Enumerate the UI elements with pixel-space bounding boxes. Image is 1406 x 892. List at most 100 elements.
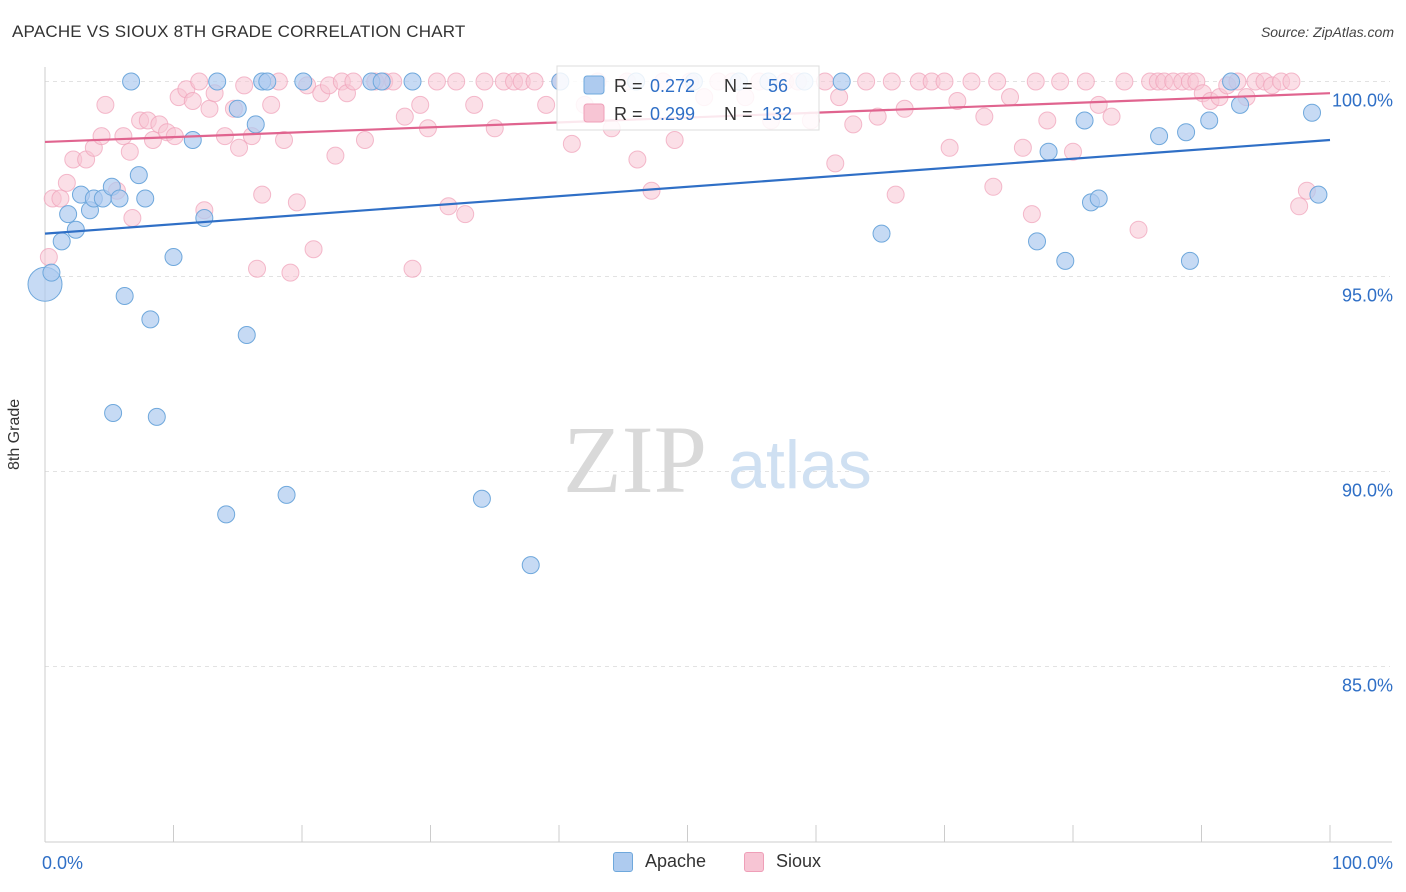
apache-point (1231, 95, 1250, 114)
y-tick-label: 90.0% (1342, 481, 1393, 501)
apache-point (1028, 232, 1047, 251)
sioux-point (326, 146, 345, 165)
sioux-point (537, 95, 556, 114)
sioux-point (344, 72, 363, 91)
legend-swatch-sioux (744, 851, 764, 872)
sioux-point (1129, 220, 1148, 239)
legend-label-apache: Apache (645, 851, 707, 871)
sioux-point (190, 72, 209, 91)
sioux-point (262, 95, 281, 114)
sioux-point (857, 72, 876, 91)
apache-point (294, 72, 313, 91)
sioux-point (1102, 107, 1121, 126)
apache-point (183, 131, 202, 149)
sioux-point (403, 259, 422, 278)
legend: Apache Sioux (0, 851, 1406, 877)
sioux-point (475, 72, 494, 91)
sioux-point (465, 95, 484, 114)
sioux-point (1282, 72, 1301, 91)
sioux-point (51, 189, 70, 208)
apache-point (195, 209, 214, 227)
sioux-point (975, 107, 994, 126)
apache-point (66, 220, 85, 239)
sioux-point (1064, 142, 1082, 161)
apache-point (832, 72, 851, 91)
sioux-point (1115, 72, 1134, 91)
sioux-point (882, 72, 901, 91)
sioux-point (940, 138, 959, 157)
sioux-point (935, 72, 954, 91)
sioux-point (826, 154, 845, 173)
sioux-point (427, 72, 446, 91)
sioux-point (1089, 95, 1108, 114)
watermark-zip: ZIP (563, 406, 707, 513)
sioux-point (143, 131, 162, 149)
apache-point (122, 72, 141, 91)
sioux-point (485, 119, 504, 138)
legend-item-sioux[interactable]: Sioux (744, 851, 821, 872)
y-tick-label: 100.0% (1332, 91, 1393, 111)
apache-point (1177, 123, 1196, 142)
sioux-point (287, 193, 306, 212)
sioux-point (628, 150, 647, 169)
stats-r-value-apache: 0.272 (650, 76, 695, 96)
sioux-point (984, 177, 1003, 196)
sioux-point (123, 209, 142, 227)
apache-point (59, 205, 78, 224)
apache-point (1303, 103, 1322, 122)
apache-point (1309, 185, 1328, 204)
y-tick-label: 95.0% (1342, 286, 1393, 306)
sioux-point (1026, 72, 1045, 91)
apache-point (115, 287, 134, 305)
sioux-point (868, 107, 887, 126)
sioux-point (1001, 88, 1020, 107)
sioux-point (1013, 138, 1032, 157)
sioux-point (1076, 72, 1095, 91)
sioux-point (114, 127, 133, 146)
sioux-point (1022, 205, 1041, 224)
sioux-point (456, 205, 475, 224)
apache-point (1075, 111, 1094, 130)
sioux-point (281, 263, 300, 282)
sioux-point (235, 76, 254, 95)
apache-point (1150, 127, 1169, 146)
apache-point (147, 407, 166, 426)
axes (44, 67, 1392, 843)
sioux-point (948, 92, 967, 110)
stats-r-label-apache: R = (614, 76, 643, 96)
stats-swatch-apache (583, 75, 605, 95)
apache-point (277, 485, 296, 504)
sioux-point (844, 115, 863, 134)
sioux-point (395, 107, 414, 126)
stats-swatch-sioux (583, 103, 605, 123)
apache-point (403, 72, 422, 91)
sioux-point (57, 173, 76, 192)
stats-n-value-sioux: 132 (762, 104, 792, 124)
apache-point (258, 72, 277, 91)
apache-point (136, 189, 155, 208)
source-label: Source: ZipAtlas.com (1260, 24, 1394, 40)
apache-point (1200, 111, 1219, 130)
sioux-point (665, 131, 684, 149)
legend-swatch-apache (613, 851, 633, 872)
legend-item-apache[interactable]: Apache (613, 851, 706, 872)
apache-point (1180, 251, 1199, 270)
chart-title: APACHE VS SIOUX 8TH GRADE CORRELATION CH… (12, 22, 466, 41)
apache-point (1039, 142, 1058, 161)
stats-n-value-apache: 56 (768, 76, 788, 96)
y-tick-label: 85.0% (1342, 676, 1393, 696)
sioux-point (439, 197, 458, 216)
apache-point (1056, 251, 1075, 270)
apache-point (104, 404, 123, 422)
apache-point (208, 72, 227, 91)
sioux-point (92, 127, 111, 146)
stats-n-label-sioux: N = (724, 104, 753, 124)
stats-n-label-apache: N = (724, 76, 753, 96)
watermark-atlas: atlas (728, 427, 872, 503)
tick-labels: 100.0% 95.0% 90.0% 85.0% 0.0% 100.0% (42, 91, 1393, 874)
apache-point (42, 263, 61, 282)
apache-point (52, 232, 71, 251)
sioux-point (304, 240, 323, 259)
sioux-point (39, 248, 58, 266)
